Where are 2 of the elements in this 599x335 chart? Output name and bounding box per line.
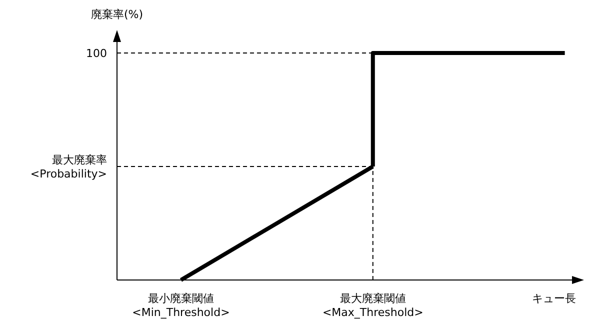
- x-label: キュー長: [532, 292, 576, 305]
- y-label: 廃棄率(%): [90, 8, 144, 21]
